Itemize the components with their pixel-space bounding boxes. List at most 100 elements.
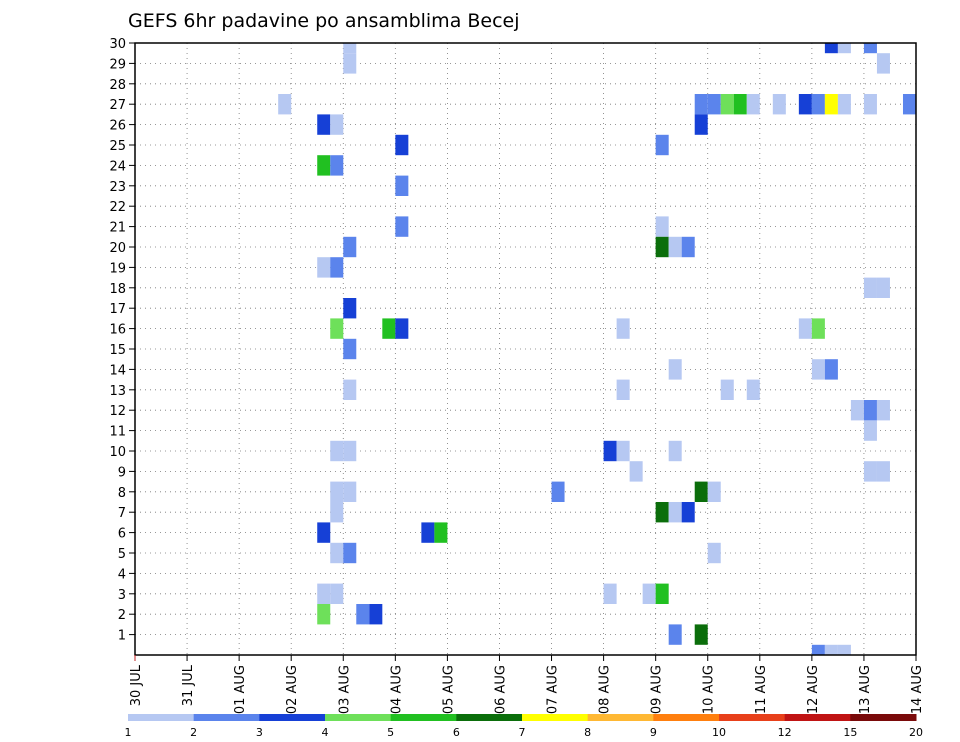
x-tick-label: 08 AUG bbox=[598, 665, 613, 714]
precip-cell bbox=[655, 134, 669, 156]
legend-label: 2 bbox=[190, 726, 197, 739]
precip-cell bbox=[369, 604, 383, 625]
precip-cell bbox=[798, 318, 812, 339]
legend-swatch bbox=[259, 714, 326, 721]
x-tick-label: 05 AUG bbox=[441, 665, 456, 714]
precip-cell bbox=[330, 440, 344, 462]
x-axis-ticks: 30 JUL 31 JUL 01 AUG 02 AUG 03 AUG 04 AUG 05 A… bbox=[129, 655, 925, 714]
y-tick-label: 27 bbox=[109, 98, 126, 113]
precip-cell bbox=[863, 420, 877, 441]
legend-label: 3 bbox=[256, 726, 263, 739]
precip-cell bbox=[278, 94, 292, 115]
precip-cell bbox=[824, 94, 838, 115]
y-tick-label: 2 bbox=[118, 608, 126, 623]
y-tick-label: 24 bbox=[109, 159, 126, 174]
precip-cell bbox=[382, 318, 396, 339]
precip-cell bbox=[850, 400, 864, 421]
legend-label: 4 bbox=[322, 726, 329, 739]
precip-cell bbox=[876, 461, 890, 482]
precip-cell bbox=[616, 440, 630, 462]
legend-swatch bbox=[522, 714, 589, 721]
precip-cell bbox=[317, 522, 331, 543]
precip-cell bbox=[317, 583, 331, 604]
x-tick-label: 11 AUG bbox=[754, 665, 769, 714]
precip-cell bbox=[330, 542, 344, 564]
precip-cell bbox=[746, 94, 760, 115]
precip-cell bbox=[317, 604, 331, 625]
precip-cell bbox=[681, 502, 695, 523]
precip-cell bbox=[694, 481, 708, 502]
color-legend: 1 2 3 4 5 6 7 8 9 10 12 15 20 bbox=[125, 714, 923, 739]
precip-cell bbox=[694, 94, 708, 115]
heatmap-cells bbox=[278, 43, 916, 655]
precip-cell bbox=[317, 257, 331, 278]
precip-cell bbox=[668, 359, 682, 380]
precip-cell bbox=[395, 134, 409, 156]
y-tick-label: 5 bbox=[118, 547, 126, 562]
legend-label: 8 bbox=[584, 726, 591, 739]
precip-cell bbox=[343, 379, 357, 400]
legend-swatch bbox=[193, 714, 260, 721]
precip-cell bbox=[824, 43, 838, 54]
precip-cell bbox=[707, 94, 721, 115]
x-tick-label: 03 AUG bbox=[337, 665, 352, 714]
legend-swatch bbox=[587, 714, 654, 721]
legend-label: 9 bbox=[650, 726, 657, 739]
y-tick-label: 22 bbox=[109, 200, 126, 215]
legend-swatch bbox=[850, 714, 917, 721]
precip-cell bbox=[343, 440, 357, 462]
precip-cell bbox=[837, 94, 851, 115]
precip-cell bbox=[798, 94, 812, 115]
y-tick-label: 4 bbox=[118, 567, 126, 582]
y-tick-label: 11 bbox=[109, 425, 126, 440]
y-tick-label: 29 bbox=[109, 57, 126, 72]
precip-cell bbox=[733, 94, 747, 115]
precip-cell bbox=[330, 257, 344, 278]
x-tick-label: 04 AUG bbox=[389, 665, 404, 714]
y-tick-label: 8 bbox=[118, 486, 126, 501]
precip-cell bbox=[811, 644, 825, 655]
legend-swatch bbox=[784, 714, 851, 721]
precip-cell bbox=[837, 644, 851, 655]
precip-cell bbox=[902, 94, 916, 115]
legend-label: 12 bbox=[778, 726, 792, 739]
precip-cell bbox=[772, 94, 786, 115]
y-tick-label: 18 bbox=[109, 282, 126, 297]
precip-cell bbox=[668, 624, 682, 645]
y-tick-label: 6 bbox=[118, 527, 126, 542]
precip-cell bbox=[343, 298, 357, 319]
precip-cell bbox=[811, 94, 825, 115]
legend-label: 15 bbox=[843, 726, 857, 739]
precip-cell bbox=[720, 94, 734, 115]
precip-cell bbox=[876, 277, 890, 298]
y-tick-label: 28 bbox=[109, 78, 126, 93]
legend-swatch bbox=[719, 714, 786, 721]
precip-cell bbox=[655, 216, 669, 237]
precip-cell bbox=[395, 175, 409, 196]
precip-cell bbox=[668, 502, 682, 523]
y-tick-label: 17 bbox=[109, 302, 126, 317]
x-tick-label: 10 AUG bbox=[702, 665, 717, 714]
legend-label: 5 bbox=[387, 726, 394, 739]
legend-swatch bbox=[390, 714, 457, 721]
precip-cell bbox=[343, 338, 357, 360]
legend-swatch bbox=[456, 714, 523, 721]
x-tick-label: 06 AUG bbox=[493, 665, 508, 714]
precip-cell bbox=[863, 461, 877, 482]
precip-cell bbox=[603, 583, 617, 604]
precip-cell bbox=[616, 318, 630, 339]
precip-cell bbox=[421, 522, 435, 543]
precip-cell bbox=[343, 53, 357, 74]
y-tick-label: 30 bbox=[109, 37, 126, 52]
y-tick-label: 12 bbox=[109, 404, 126, 419]
precip-cell bbox=[863, 43, 877, 54]
y-tick-label: 13 bbox=[109, 384, 126, 399]
y-tick-label: 1 bbox=[118, 629, 126, 644]
precip-cell bbox=[694, 114, 708, 135]
precip-cell bbox=[746, 379, 760, 400]
precip-cell bbox=[707, 481, 721, 502]
precip-cell bbox=[330, 583, 344, 604]
precip-cell bbox=[317, 155, 331, 176]
x-tick-label: 02 AUG bbox=[285, 665, 300, 714]
legend-label: 10 bbox=[712, 726, 726, 739]
